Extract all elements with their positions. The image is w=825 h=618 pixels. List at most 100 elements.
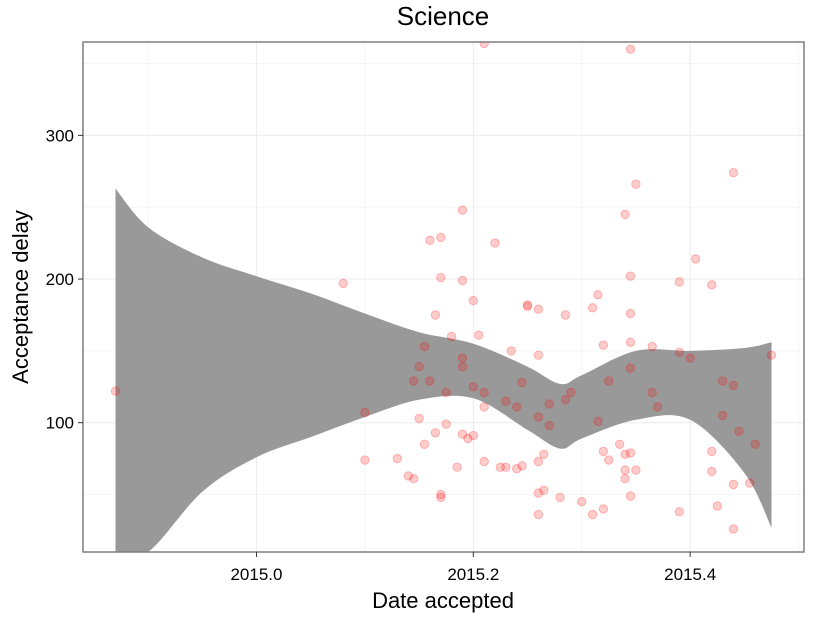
data-point (707, 446, 717, 457)
data-point (522, 300, 533, 310)
data-point (533, 412, 544, 422)
data-point (533, 456, 544, 467)
x-tick-label: 2015.0 (230, 565, 282, 584)
data-point (598, 340, 609, 350)
data-point (425, 376, 435, 386)
data-point (479, 387, 489, 398)
data-point (647, 341, 657, 352)
data-point (745, 478, 755, 488)
data-point (631, 179, 641, 189)
data-point (625, 271, 636, 281)
data-point (110, 386, 121, 396)
data-point (577, 497, 587, 507)
data-point (674, 347, 684, 357)
data-point (430, 428, 441, 438)
data-point (728, 168, 739, 178)
data-point (506, 346, 516, 356)
data-point (674, 507, 684, 517)
data-point (468, 430, 478, 441)
data-point (598, 446, 609, 457)
data-point (479, 402, 489, 412)
confidence-band-layer (115, 188, 772, 552)
data-point (495, 462, 506, 472)
data-point (441, 387, 451, 398)
data-point (436, 232, 446, 243)
data-point (452, 462, 462, 472)
data-point (392, 453, 403, 464)
data-point (718, 376, 728, 386)
y-axis-title: Acceptance delay (8, 210, 33, 384)
x-axis-title: Date accepted (372, 588, 514, 613)
data-point (419, 439, 430, 449)
x-axis: 2015.0 2015.2 2015.4 (230, 552, 716, 584)
data-point (446, 331, 457, 342)
data-point (360, 407, 370, 418)
data-point (707, 280, 717, 290)
data-point (409, 376, 419, 386)
data-point (555, 492, 565, 503)
data-point (457, 205, 468, 215)
data-point (479, 42, 489, 49)
data-point (604, 455, 614, 465)
data-point (728, 380, 739, 391)
data-point (436, 272, 446, 283)
data-point (414, 362, 424, 372)
data-point (403, 471, 413, 481)
data-point (604, 376, 614, 386)
major-gridlines (83, 42, 804, 552)
data-point (512, 464, 522, 474)
data-point (360, 455, 370, 465)
y-tick-label: 100 (46, 414, 74, 433)
data-point (533, 304, 544, 314)
chart-title: Science (397, 1, 490, 31)
data-point (620, 465, 630, 475)
data-point (728, 479, 739, 490)
x-tick-label: 2015.4 (664, 565, 716, 584)
data-point (533, 350, 544, 360)
y-axis: 100 200 300 (46, 126, 83, 433)
data-point (425, 235, 435, 246)
data-point (463, 433, 473, 444)
data-point (566, 387, 576, 398)
data-point (734, 426, 744, 436)
data-point (419, 341, 430, 352)
data-point (544, 399, 554, 409)
data-point (750, 439, 760, 449)
data-point (457, 275, 468, 286)
data-point (652, 402, 663, 412)
data-point (430, 310, 441, 320)
data-point (338, 278, 348, 289)
data-point (414, 413, 424, 424)
confidence-band (115, 188, 772, 552)
data-point (728, 524, 739, 534)
data-point (766, 350, 777, 360)
data-point (533, 509, 544, 520)
data-point (533, 488, 544, 498)
data-point (436, 489, 446, 500)
data-point (625, 491, 636, 501)
y-tick-label: 200 (46, 270, 74, 289)
data-point (625, 308, 636, 319)
data-point (501, 396, 511, 406)
plot-panel (82, 41, 805, 553)
x-tick-label: 2015.2 (447, 565, 499, 584)
data-point (620, 474, 630, 484)
data-point (690, 254, 701, 264)
data-point (512, 402, 522, 412)
data-point (625, 44, 636, 54)
data-point (615, 439, 625, 449)
data-point (674, 277, 684, 287)
data-point (479, 456, 489, 467)
data-point (468, 295, 478, 306)
data-point (441, 419, 451, 429)
data-point (539, 485, 549, 495)
data-point (625, 363, 636, 373)
data-point (490, 238, 500, 248)
data-point (457, 362, 468, 372)
data-point (712, 501, 722, 511)
data-point (587, 509, 598, 520)
data-point (593, 290, 603, 300)
data-point (517, 377, 527, 388)
data-point (625, 337, 636, 347)
